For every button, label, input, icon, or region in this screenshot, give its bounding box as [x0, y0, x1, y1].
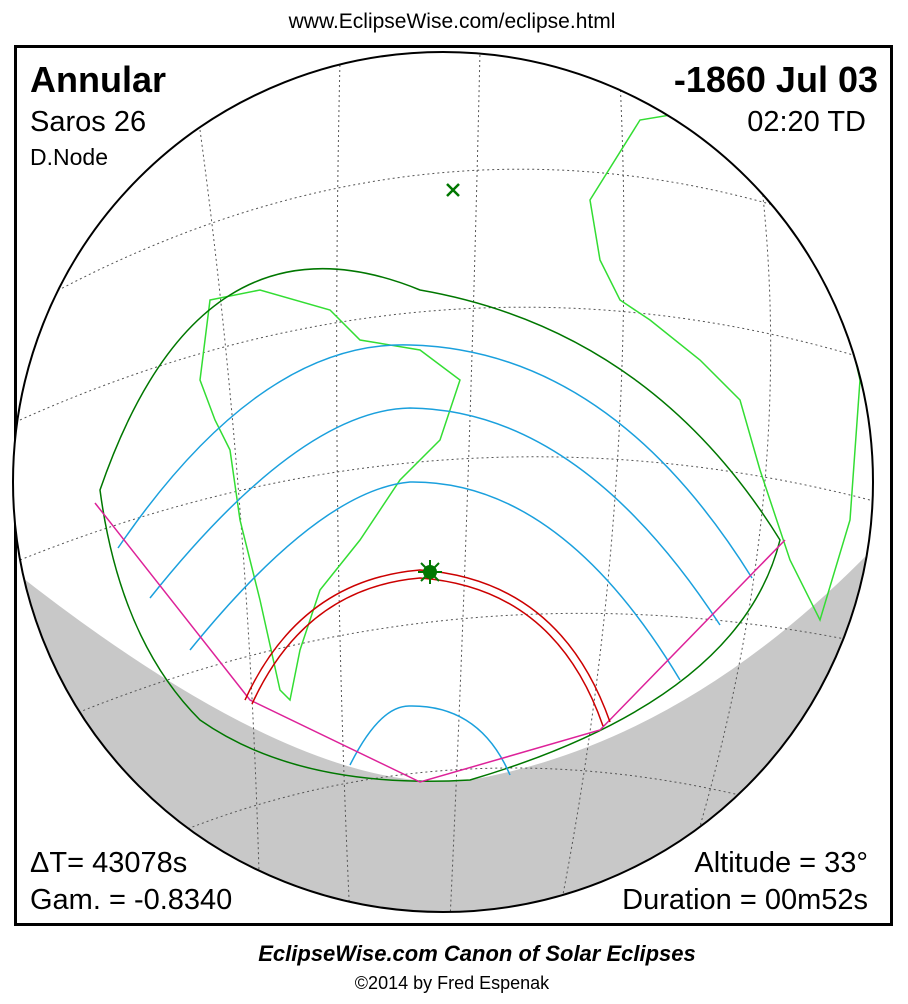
url: www.EclipseWise.com/eclipse.html — [288, 10, 616, 33]
copyright: ©2014 by Fred Espenak — [355, 973, 550, 993]
altitude: Altitude = 33° — [694, 847, 868, 879]
duration: Duration = 00m52s — [622, 884, 868, 916]
node: D.Node — [30, 144, 108, 170]
central-path — [244, 569, 611, 727]
delta-t: ΔT= 43078s — [30, 847, 187, 879]
sub-solar-marker — [446, 183, 460, 197]
rise-set-curve — [94, 502, 786, 783]
graticule — [19, 52, 871, 912]
saros: Saros 26 — [30, 106, 146, 138]
globe-outline — [12, 51, 874, 913]
greatest-eclipse-marker — [418, 560, 442, 584]
eclipse-date: -1860 Jul 03 — [674, 59, 878, 100]
time-curves — [117, 344, 753, 776]
penumbra-limit — [99, 268, 781, 782]
eclipse-type: Annular — [30, 59, 166, 100]
gamma: Gam. = -0.8340 — [30, 884, 232, 916]
eclipse-time: 02:20 TD — [747, 106, 866, 138]
footer-title: EclipseWise.com Canon of Solar Eclipses — [258, 941, 696, 966]
